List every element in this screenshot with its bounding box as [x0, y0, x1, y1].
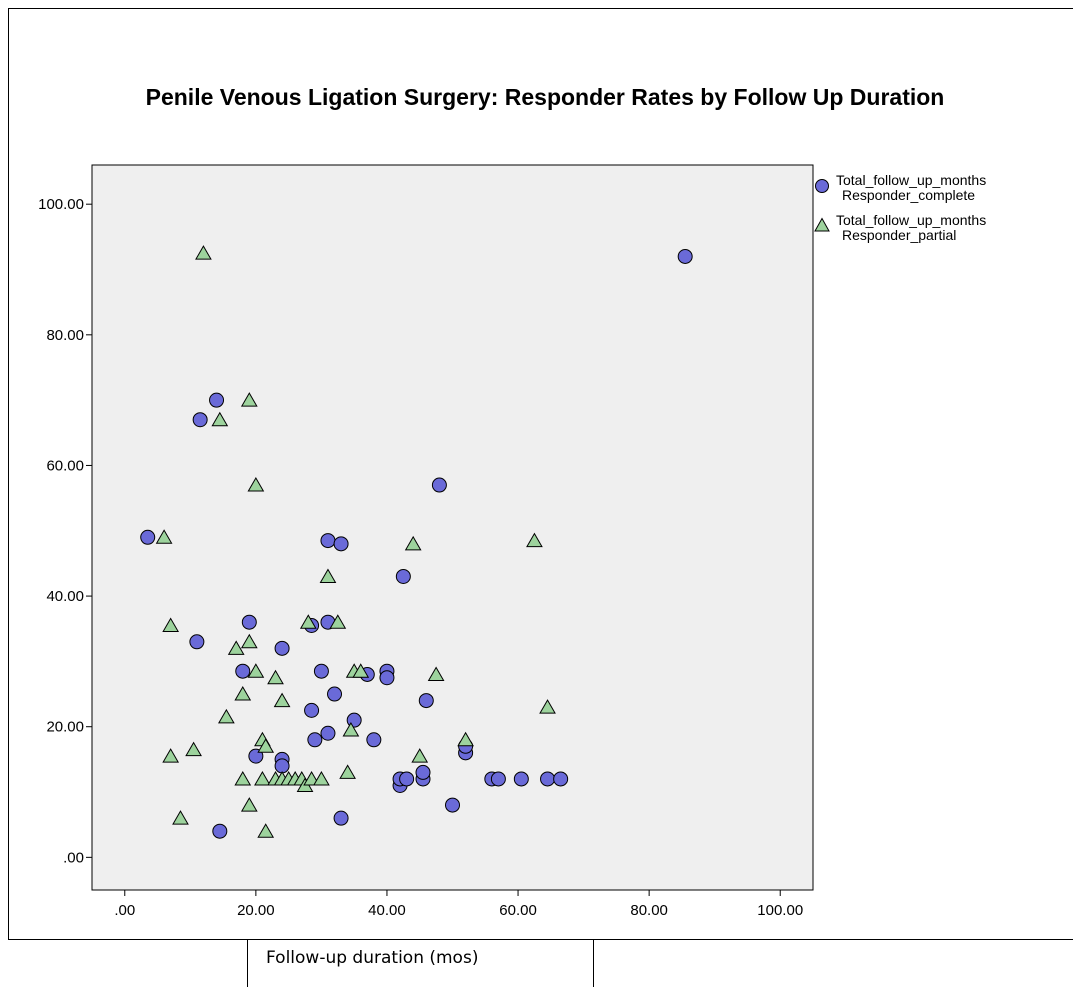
point-responder-partial — [227, 640, 245, 655]
legend-label-partial-line2: Responder_partial — [842, 227, 956, 243]
point-responder-partial — [299, 614, 317, 629]
x-tick-label: .00 — [114, 902, 135, 919]
point-responder-partial — [195, 245, 212, 260]
point-responder-partial — [162, 617, 180, 632]
point-responder-partial — [185, 741, 202, 757]
point-responder-complete — [513, 771, 529, 787]
point-responder-partial — [273, 692, 291, 708]
point-responder-partial — [254, 770, 271, 786]
point-responder-partial — [247, 477, 265, 492]
point-responder-complete — [379, 670, 395, 686]
point-responder-complete — [553, 771, 569, 787]
x-tick-label: 60.00 — [499, 902, 537, 919]
point-responder-partial — [539, 699, 556, 714]
point-responder-partial — [162, 748, 180, 763]
point-responder-complete — [189, 634, 205, 650]
point-responder-partial — [257, 823, 275, 838]
point-responder-complete — [140, 529, 156, 545]
point-responder-complete — [327, 686, 343, 702]
point-responder-partial — [247, 663, 265, 678]
point-responder-partial — [257, 738, 275, 753]
point-responder-partial — [234, 686, 252, 701]
point-responder-partial — [411, 748, 429, 763]
point-responder-partial — [457, 731, 474, 747]
caption-cell: Follow-up duration (mos) — [247, 940, 594, 987]
chart-title: Penile Venous Ligation Surgery: Responde… — [146, 84, 945, 110]
x-axis-caption: Follow-up duration (mos) — [266, 948, 479, 968]
x-tick-label: 100.00 — [757, 902, 803, 919]
point-responder-complete — [212, 823, 228, 839]
point-responder-complete — [677, 248, 693, 264]
legend-label-partial-line1: Total_follow_up_months — [836, 212, 986, 228]
point-responder-partial — [155, 529, 173, 544]
point-responder-complete — [304, 702, 320, 718]
point-responder-complete — [418, 693, 434, 709]
y-tick-label: 80.00 — [46, 327, 84, 344]
point-responder-partial — [404, 535, 422, 551]
x-axis: .00 20.00 40.00 60.00 80.00 100.00 — [114, 890, 803, 919]
legend-label-complete-line1: Total_follow_up_months — [836, 172, 986, 188]
point-responder-partial — [172, 810, 189, 825]
y-tick-label: .00 — [63, 849, 84, 866]
point-responder-partial — [240, 797, 258, 812]
chart-frame — [8, 8, 1073, 940]
point-responder-partial — [267, 669, 284, 685]
x-tick-label: 20.00 — [237, 902, 275, 919]
point-responder-partial — [526, 532, 543, 548]
point-responder-complete — [333, 536, 349, 552]
y-tick-label: 40.00 — [46, 588, 84, 605]
point-responder-complete — [320, 725, 336, 741]
point-responder-partial — [319, 568, 337, 583]
point-responder-complete — [366, 732, 382, 748]
point-responder-complete — [320, 533, 336, 549]
scatter-chart: Penile Venous Ligation Surgery: Responde… — [38, 84, 986, 919]
point-responder-partial — [240, 633, 258, 649]
point-responder-complete — [274, 640, 290, 656]
legend-label-complete-line2: Responder_complete — [842, 187, 975, 203]
point-responder-partial — [240, 392, 258, 407]
legend-marker-complete — [815, 179, 829, 193]
point-responder-partial — [218, 708, 235, 724]
point-responder-complete — [307, 732, 323, 748]
data-points — [140, 245, 693, 839]
point-responder-complete — [241, 614, 257, 630]
point-responder-complete — [431, 477, 447, 493]
point-responder-complete — [235, 663, 251, 679]
y-tick-label: 60.00 — [46, 457, 84, 474]
plot-area — [91, 164, 814, 891]
point-responder-complete — [399, 771, 415, 787]
point-responder-complete — [415, 764, 431, 780]
point-responder-complete — [490, 771, 506, 787]
y-axis: .00 20.00 40.00 60.00 80.00 100.00 — [38, 196, 92, 866]
y-tick-label: 20.00 — [46, 719, 84, 736]
point-responder-partial — [339, 764, 356, 779]
legend-marker-partial — [814, 217, 830, 232]
x-tick-label: 80.00 — [630, 902, 668, 919]
point-responder-partial — [313, 770, 330, 786]
point-responder-complete — [395, 568, 411, 584]
point-responder-partial — [234, 770, 252, 786]
legend: Total_follow_up_months Responder_complet… — [814, 172, 986, 243]
point-responder-complete — [540, 771, 556, 787]
point-responder-complete — [192, 412, 208, 428]
point-responder-complete — [274, 758, 290, 774]
point-responder-partial — [329, 614, 347, 629]
point-responder-partial — [211, 411, 229, 427]
point-responder-partial — [352, 663, 370, 678]
point-responder-complete — [445, 797, 460, 813]
point-responder-partial — [342, 721, 360, 737]
x-tick-label: 40.00 — [368, 902, 406, 919]
point-responder-complete — [333, 810, 349, 826]
point-responder-complete — [313, 663, 329, 679]
y-tick-label: 100.00 — [38, 196, 84, 213]
point-responder-partial — [427, 666, 445, 681]
point-responder-complete — [209, 392, 225, 408]
